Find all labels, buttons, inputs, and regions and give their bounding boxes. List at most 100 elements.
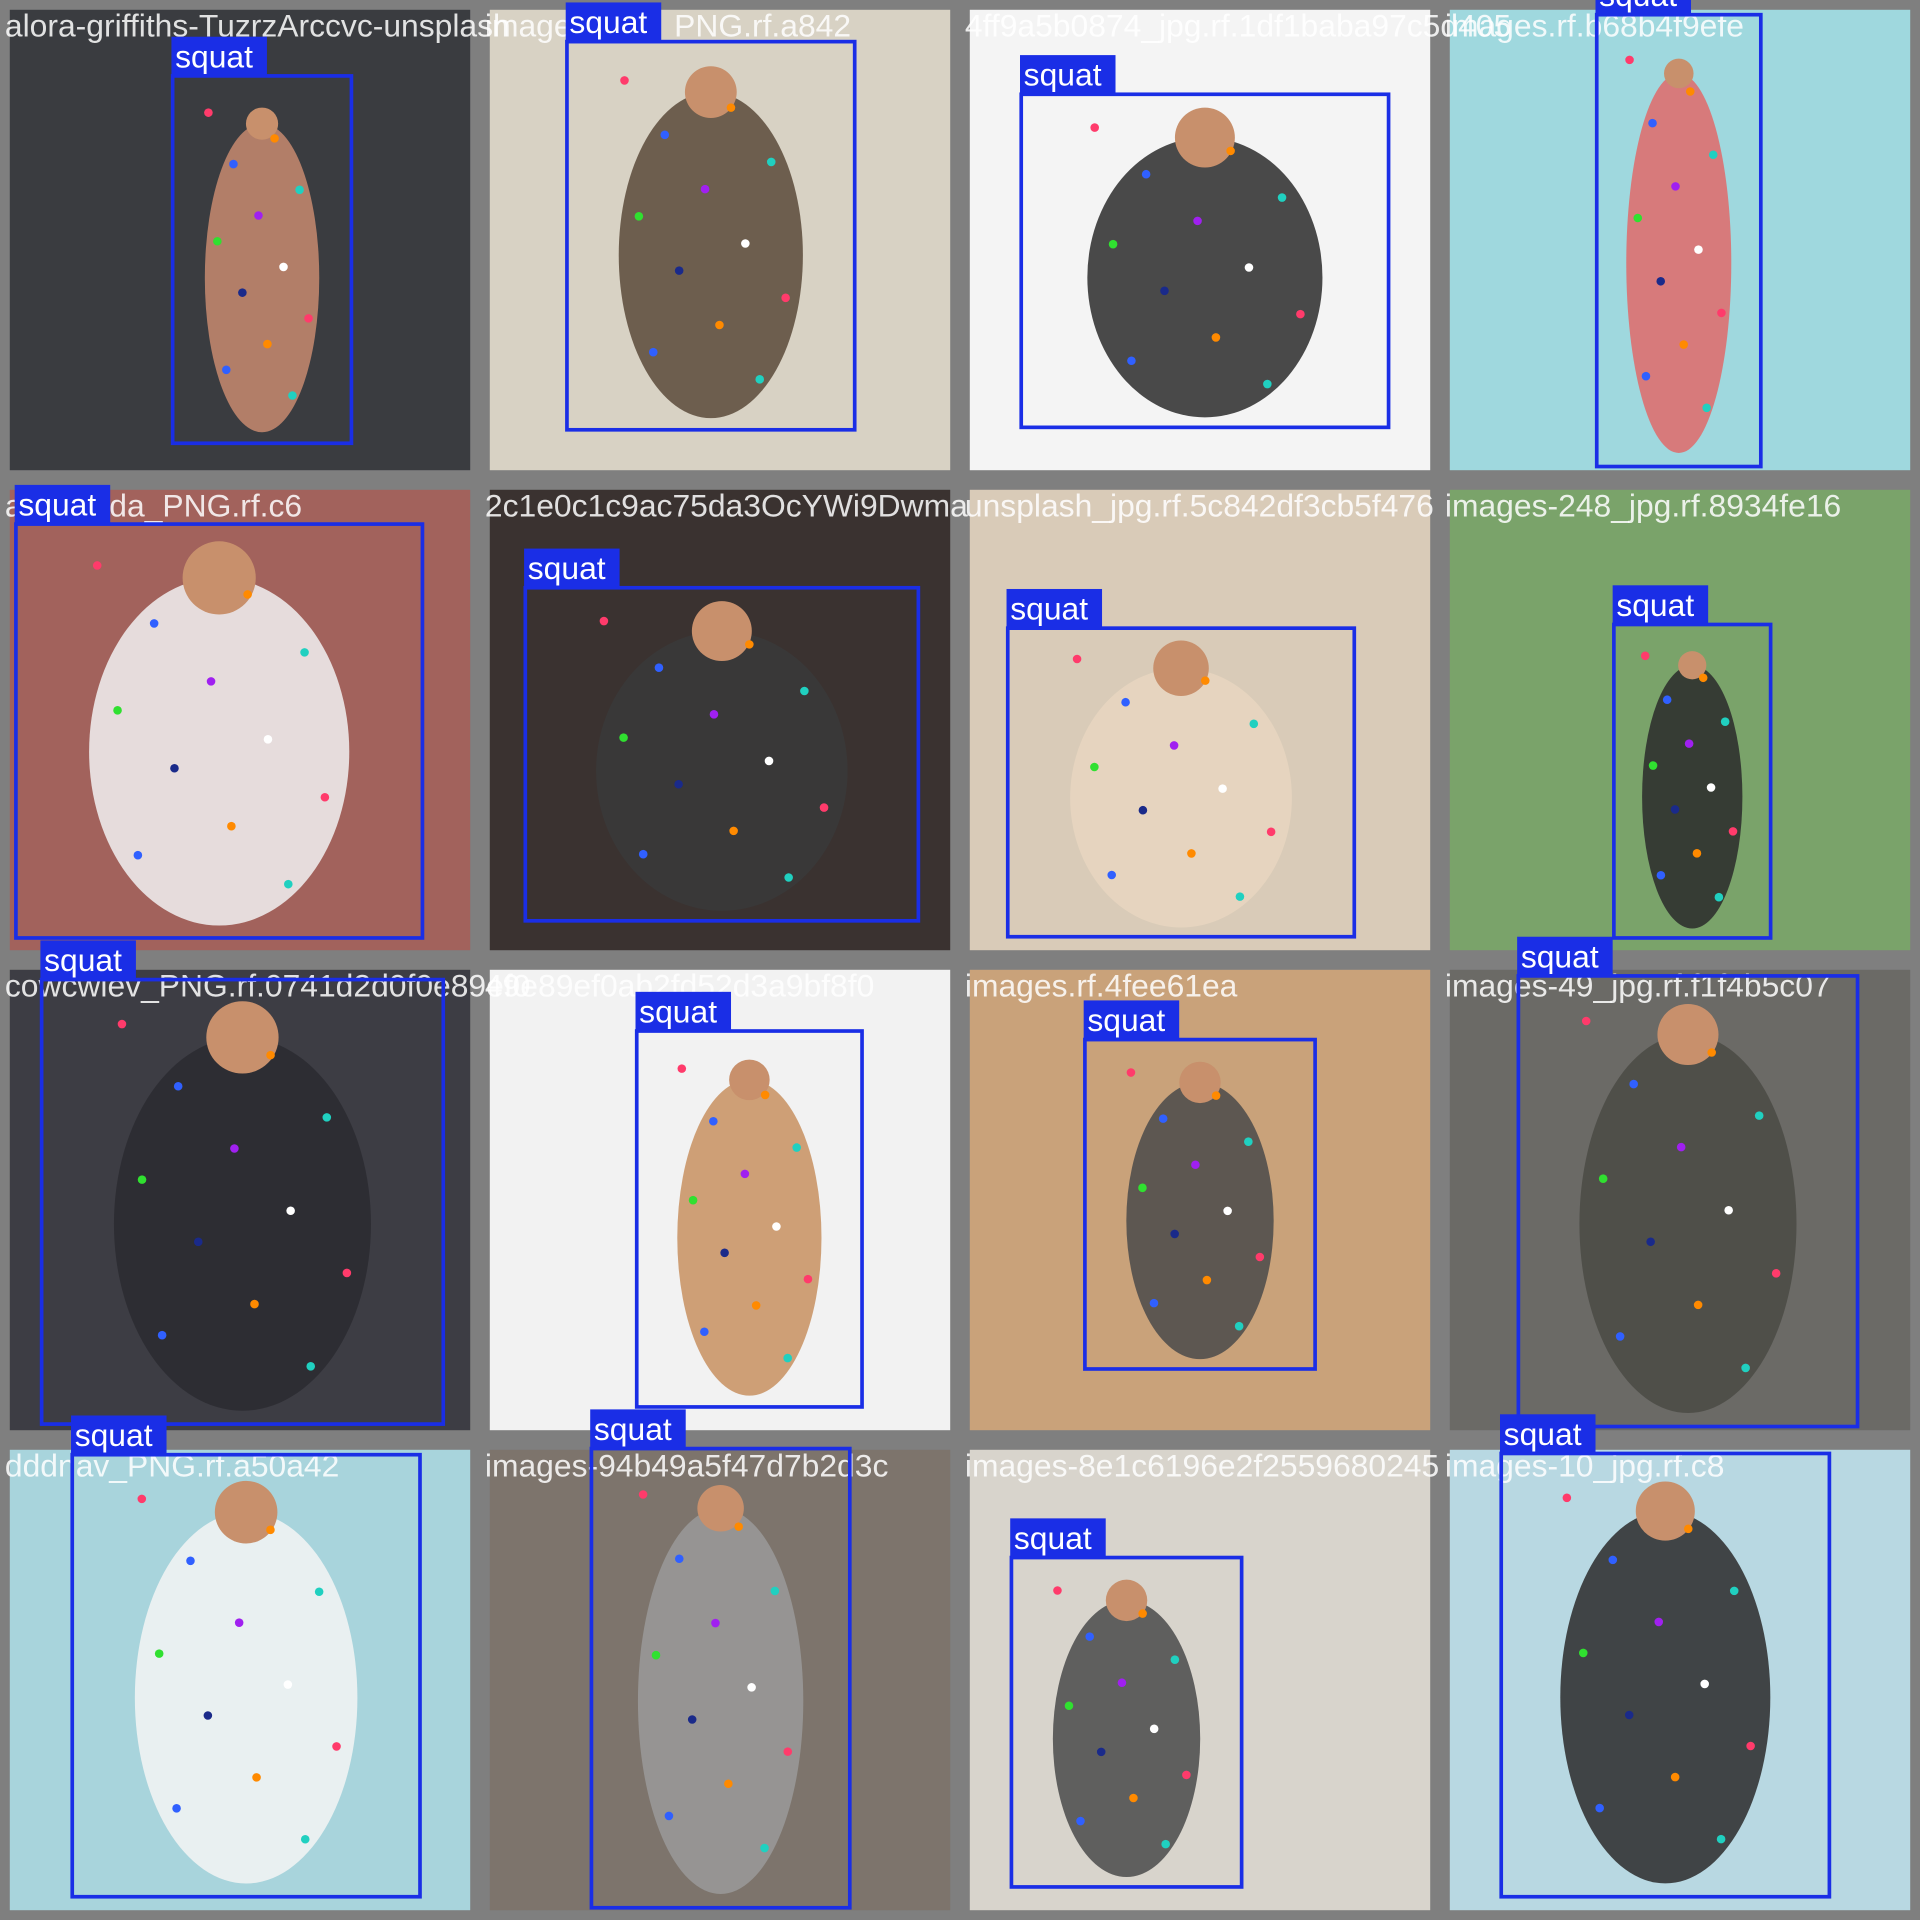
keypoint — [270, 134, 279, 143]
person-head — [729, 1059, 770, 1101]
keypoint — [700, 184, 710, 194]
label-background — [1083, 1000, 1180, 1040]
box-label: squat — [528, 550, 606, 586]
bounding-box — [14, 522, 425, 940]
person-silhouette — [637, 1508, 804, 1894]
label-background — [1595, 0, 1692, 15]
keypoint — [193, 1237, 203, 1247]
keypoint — [724, 1779, 733, 1789]
keypoint — [1670, 1772, 1680, 1782]
keypoint — [1624, 1710, 1634, 1720]
filename: images-sing_PNG.rf.a842 — [485, 8, 851, 44]
filename: unsplash_jpg.rf.5c842df3cb5f476 — [965, 488, 1434, 524]
keypoint — [222, 365, 231, 375]
person-head — [691, 601, 752, 662]
keypoint — [734, 1522, 743, 1531]
person-silhouette — [1560, 1511, 1771, 1884]
keypoint — [117, 1019, 127, 1029]
keypoint — [1724, 1205, 1733, 1215]
person-silhouette — [1070, 668, 1292, 928]
bounding-box — [1083, 1037, 1317, 1371]
keypoint — [1679, 340, 1688, 349]
keypoint — [1720, 717, 1730, 726]
keypoint — [1640, 651, 1650, 661]
person-silhouette — [1579, 1034, 1797, 1414]
keypoint — [1694, 245, 1703, 254]
bounding-box — [589, 1446, 852, 1910]
keypoint — [1234, 1321, 1244, 1331]
keypoint — [1244, 1137, 1253, 1146]
keypoint — [1581, 1016, 1591, 1026]
keypoint — [751, 1301, 761, 1310]
filename: images.rf.4fee61ea — [965, 968, 1238, 1004]
keypoint — [172, 1804, 181, 1813]
keypoint — [1226, 146, 1235, 156]
label-background — [1010, 1518, 1106, 1558]
label-background — [40, 940, 136, 980]
keypoint — [1595, 1803, 1604, 1813]
person-silhouette — [618, 92, 803, 419]
keypoint — [113, 706, 122, 715]
keypoint — [1121, 697, 1130, 707]
keypoint — [1578, 1648, 1588, 1658]
keypoint — [1266, 827, 1276, 837]
person-head — [245, 107, 279, 140]
keypoint — [687, 1715, 697, 1724]
keypoint — [674, 1554, 684, 1564]
keypoint — [783, 1747, 793, 1756]
keypoint — [206, 677, 216, 686]
keypoint — [709, 710, 719, 719]
person-silhouette — [1126, 1082, 1274, 1360]
keypoint — [1702, 403, 1711, 413]
keypoint — [599, 616, 609, 626]
bounding-box — [39, 977, 446, 1426]
keypoint — [300, 1834, 310, 1844]
label-background — [171, 36, 267, 76]
box-label: squat — [1521, 938, 1599, 974]
person-head — [1678, 651, 1707, 680]
keypoint — [688, 1195, 698, 1205]
person-silhouette — [596, 631, 848, 911]
person-silhouette — [1626, 73, 1732, 453]
keypoint — [638, 849, 648, 859]
keypoint — [711, 1618, 720, 1628]
person-head — [214, 1480, 278, 1544]
person-head — [206, 1001, 279, 1074]
keypoint — [288, 391, 297, 400]
keypoint — [1562, 1493, 1572, 1503]
keypoint — [674, 266, 684, 275]
keypoint — [755, 375, 765, 384]
keypoint — [213, 236, 222, 246]
keypoint — [1127, 356, 1136, 366]
label-background — [635, 991, 732, 1032]
keypoint — [729, 826, 738, 836]
person-silhouette — [1052, 1600, 1201, 1878]
keypoint — [243, 590, 252, 599]
filename: images-94b49a5f47d7b2d3c — [485, 1448, 889, 1484]
keypoint — [149, 619, 159, 628]
keypoint — [186, 1556, 195, 1566]
keypoint — [1692, 849, 1702, 858]
person-head — [1664, 58, 1694, 89]
box-label: squat — [1616, 587, 1694, 623]
keypoint — [300, 648, 309, 657]
filename: 4ff9a5b0874_jpg.rf.1df1baba97c5d405 — [965, 8, 1511, 44]
keypoint — [664, 1811, 674, 1821]
keypoint — [1746, 1741, 1755, 1751]
keypoint — [1693, 1300, 1703, 1310]
keypoint — [137, 1494, 147, 1504]
bounding-box — [1499, 1451, 1832, 1899]
person-head — [1174, 107, 1235, 168]
keypoint — [700, 1327, 709, 1337]
keypoint — [286, 1206, 295, 1216]
keypoint — [1187, 849, 1196, 858]
keypoint — [203, 1711, 213, 1720]
keypoint — [726, 103, 736, 112]
keypoint — [619, 733, 628, 742]
keypoint — [250, 1299, 259, 1309]
keypoint — [283, 1680, 293, 1689]
person-head — [1657, 1003, 1719, 1066]
keypoint — [1170, 1229, 1179, 1239]
keypoint — [1053, 1586, 1062, 1595]
keypoint — [1126, 1068, 1136, 1077]
